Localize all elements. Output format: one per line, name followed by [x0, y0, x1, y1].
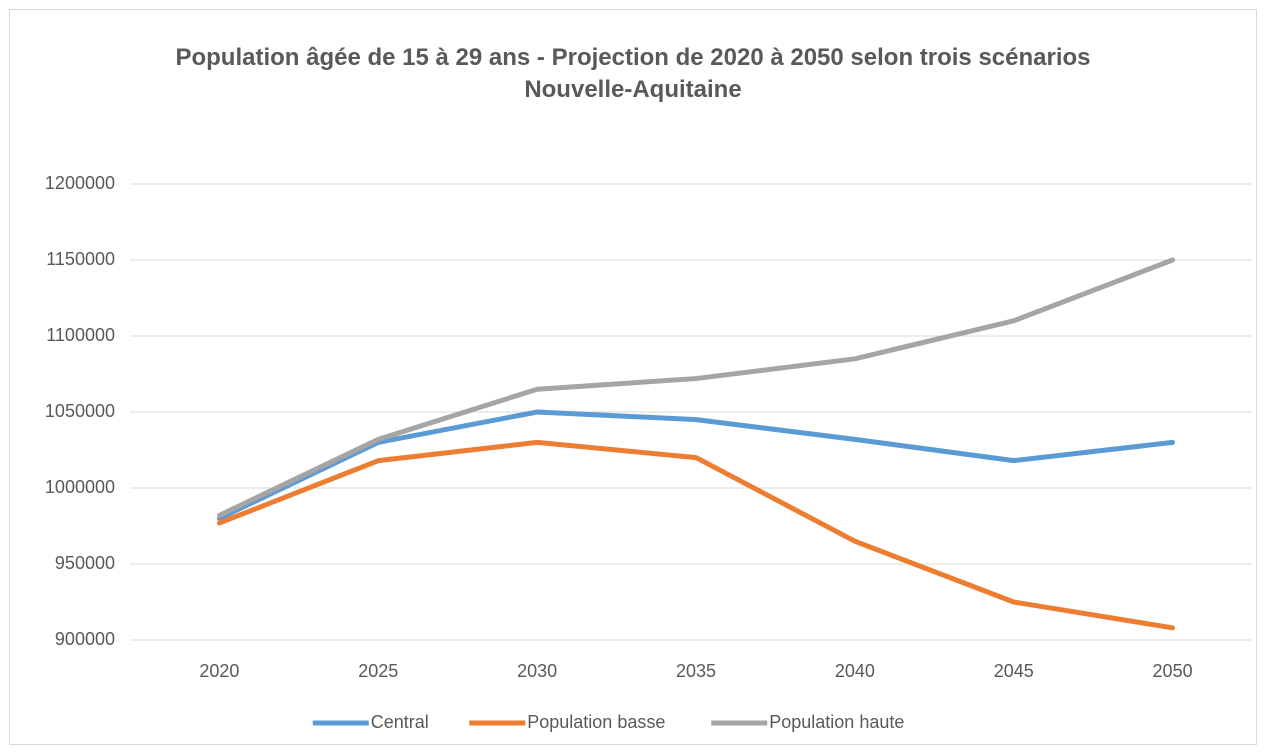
series-line	[216, 409, 1176, 521]
legend-label: Population haute	[769, 712, 904, 732]
x-tick-label: 2030	[517, 661, 557, 681]
y-tick-label: 1050000	[45, 401, 115, 421]
x-tick-label: 2045	[994, 661, 1034, 681]
x-tick-label: 2035	[676, 661, 716, 681]
y-tick-label: 1200000	[45, 173, 115, 193]
series-line	[216, 439, 1176, 631]
legend-label: Central	[371, 712, 429, 732]
y-tick-label: 1150000	[46, 249, 115, 269]
y-tick-label: 1000000	[45, 477, 115, 497]
y-tick-label: 900000	[55, 629, 115, 649]
y-tick-label: 1100000	[46, 325, 115, 345]
y-tick-label: 950000	[55, 553, 115, 573]
x-tick-label: 2025	[358, 661, 398, 681]
x-tick-label: 2040	[835, 661, 875, 681]
chart-title: Population âgée de 15 à 29 ans - Project…	[175, 44, 1091, 71]
titles: Population âgée de 15 à 29 ans - Project…	[0, 42, 1266, 106]
series-line	[216, 257, 1176, 518]
x-tick-label: 2020	[199, 661, 239, 681]
chart-border	[9, 9, 1257, 745]
chart-subtitle: Nouvelle-Aquitaine	[524, 76, 742, 103]
x-tick-label: 2050	[1153, 661, 1193, 681]
legend-label: Population basse	[527, 712, 665, 732]
